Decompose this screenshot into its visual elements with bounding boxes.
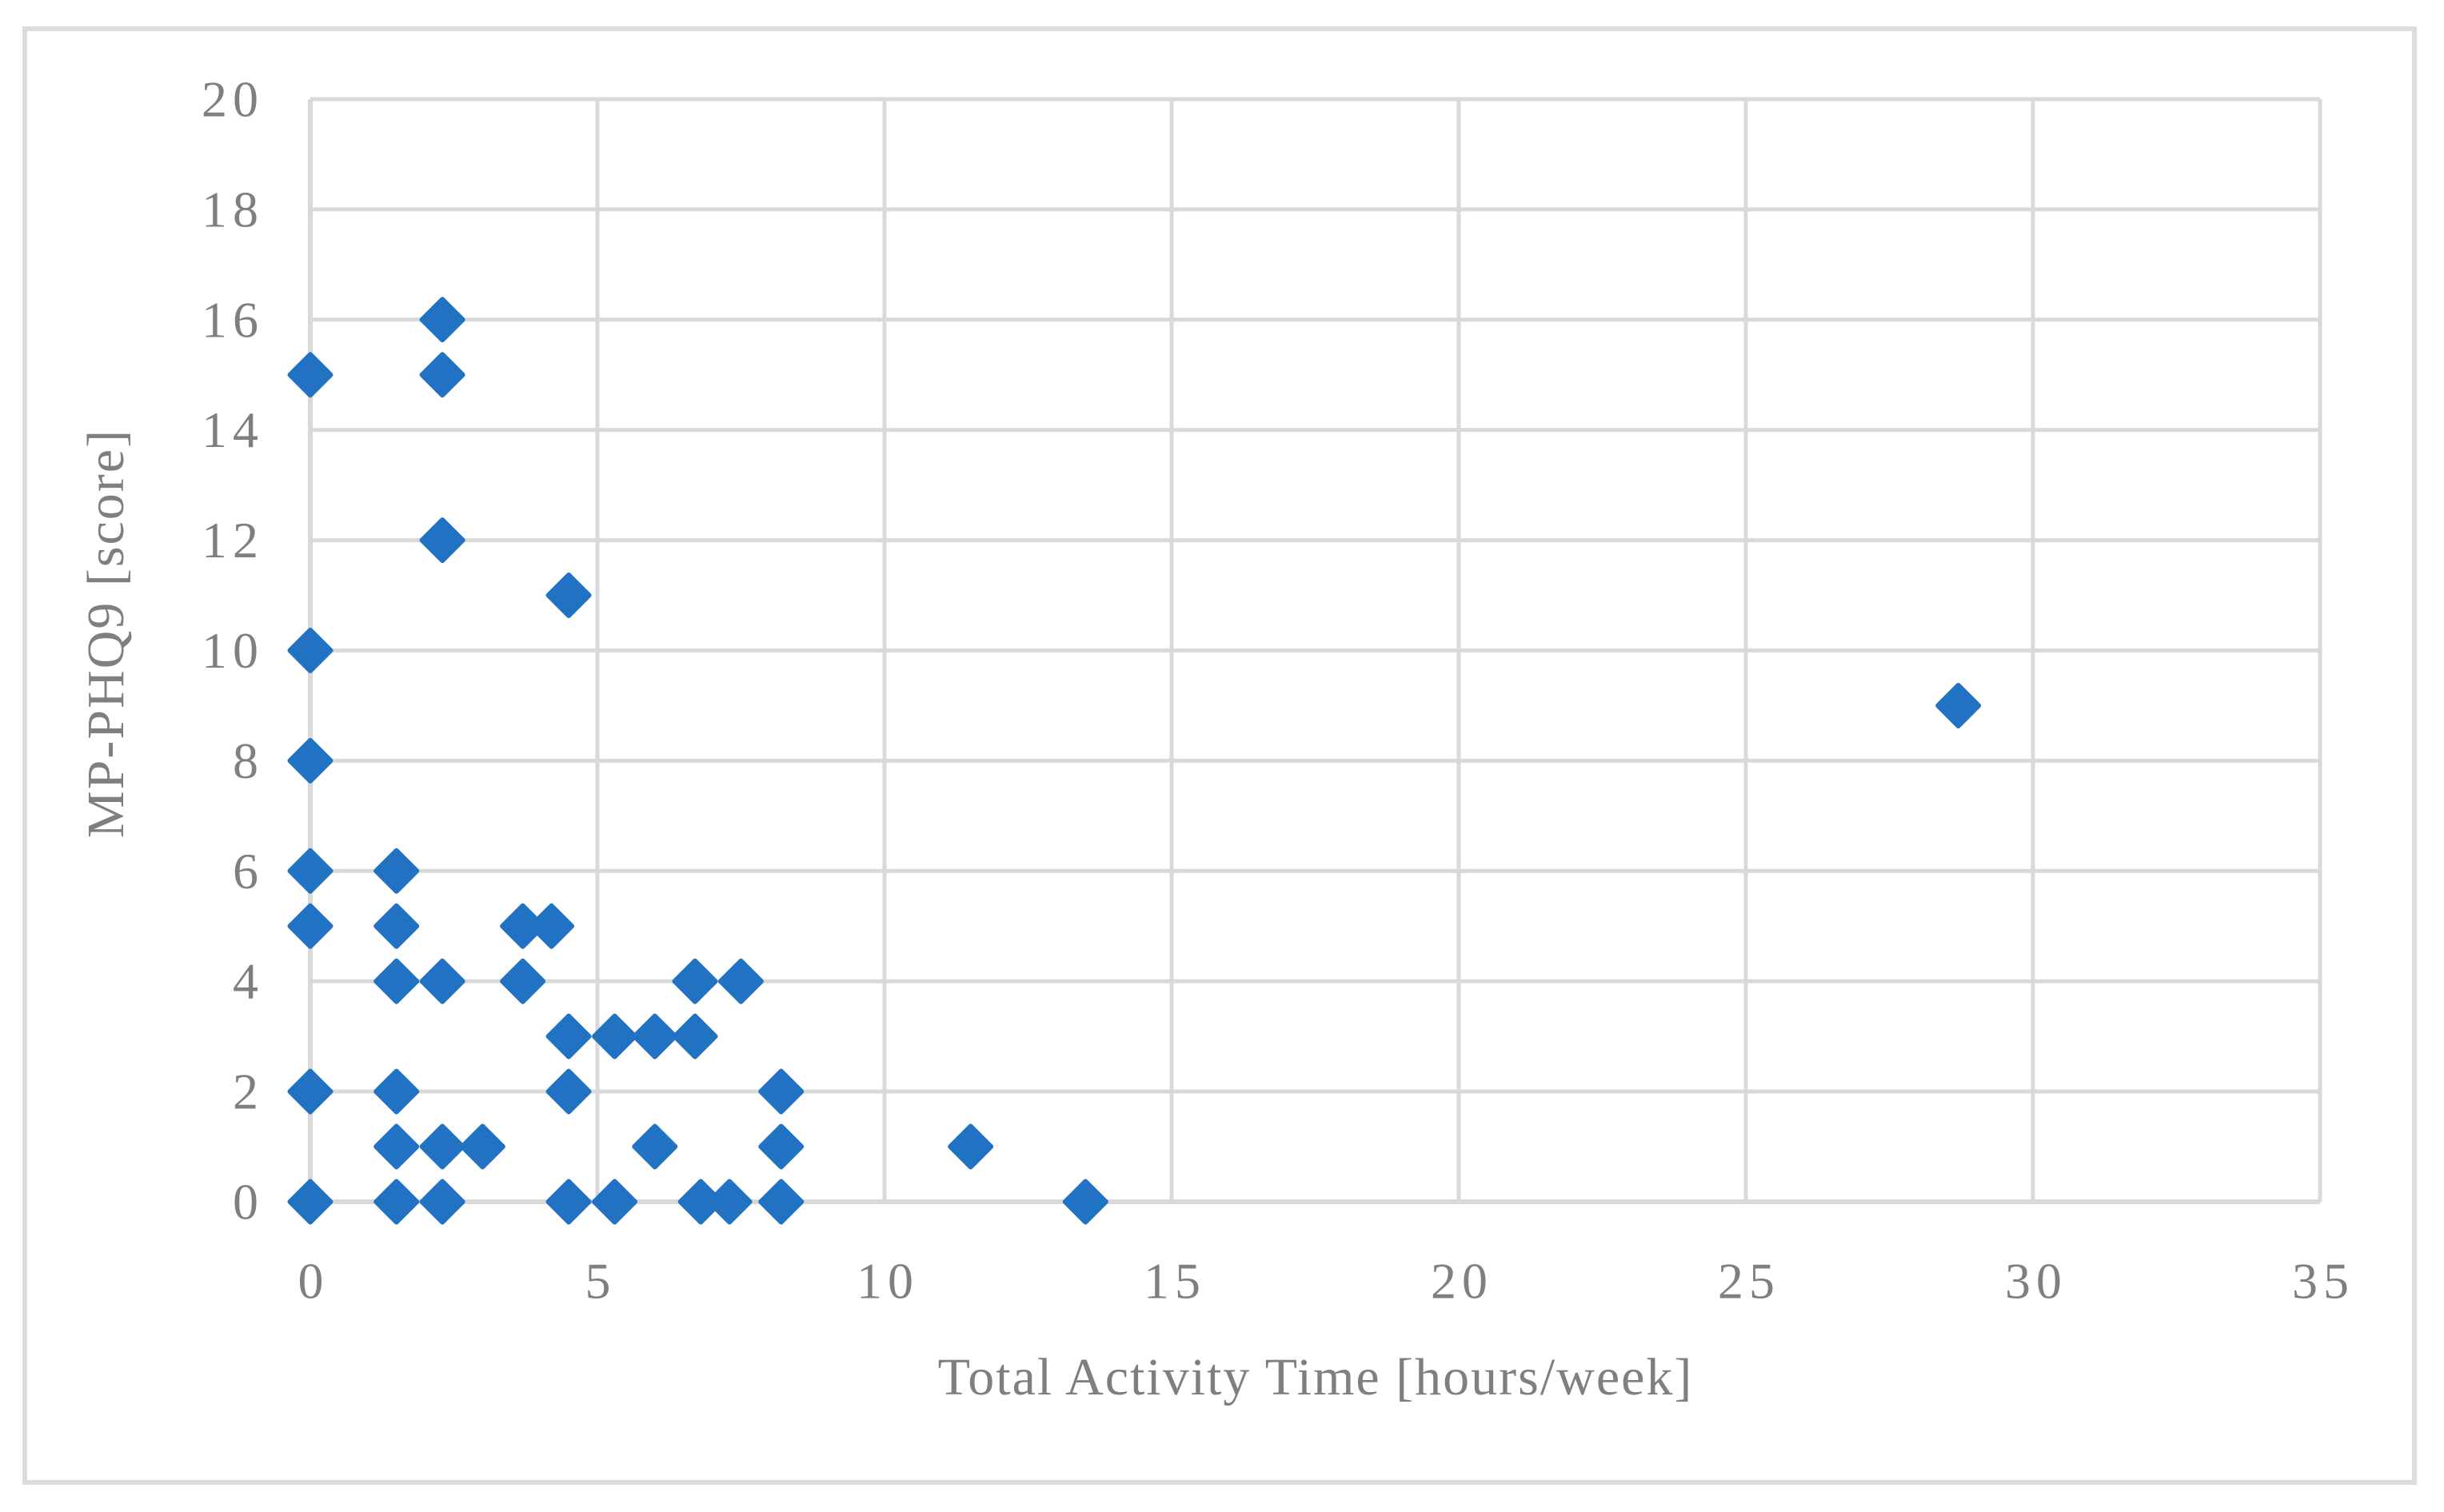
- y-axis-title: MP-PHQ9 [score]: [77, 428, 135, 839]
- x-tick-label: 30: [2005, 1253, 2067, 1310]
- data-point: [632, 1013, 678, 1059]
- data-point: [373, 1068, 420, 1115]
- data-point: [419, 352, 465, 398]
- y-tick-label: 4: [233, 953, 264, 1010]
- data-point: [706, 1179, 753, 1225]
- x-tick-label: 20: [1431, 1253, 1493, 1310]
- data-point: [545, 572, 592, 619]
- data-point: [459, 1123, 505, 1170]
- data-point: [500, 958, 546, 1004]
- x-axis-title: Total Activity Time [hours/week]: [937, 1348, 1694, 1406]
- data-point: [373, 848, 420, 894]
- data-point: [419, 958, 465, 1004]
- data-point: [632, 1123, 678, 1170]
- data-point: [545, 1013, 592, 1059]
- data-point: [419, 297, 465, 343]
- x-tick-label: 15: [1144, 1253, 1206, 1310]
- x-tick-label: 0: [298, 1253, 329, 1310]
- data-point: [758, 1068, 805, 1115]
- data-point: [1062, 1179, 1108, 1225]
- data-point: [545, 1068, 592, 1115]
- figure-border: [22, 26, 2417, 1485]
- data-point: [287, 848, 333, 894]
- data-point: [373, 903, 420, 949]
- y-tick-label: 16: [202, 291, 264, 348]
- data-point: [287, 903, 333, 949]
- data-point: [758, 1123, 805, 1170]
- x-tick-label: 5: [585, 1253, 617, 1310]
- y-tick-label: 8: [233, 732, 264, 789]
- y-tick-label: 0: [233, 1174, 264, 1231]
- data-point: [529, 903, 575, 949]
- data-point: [419, 517, 465, 564]
- y-tick-label: 6: [233, 843, 264, 900]
- data-point: [758, 1179, 805, 1225]
- data-point: [419, 1179, 465, 1225]
- data-point: [718, 958, 764, 1004]
- data-point: [672, 1013, 718, 1059]
- data-point: [373, 1123, 420, 1170]
- x-tick-label: 25: [1718, 1253, 1780, 1310]
- y-tick-label: 10: [202, 622, 264, 679]
- data-point: [948, 1123, 994, 1170]
- data-point: [1935, 682, 1982, 728]
- data-point: [287, 737, 333, 784]
- y-tick-label: 12: [202, 512, 264, 568]
- data-point: [287, 628, 333, 673]
- data-point: [592, 1179, 638, 1225]
- data-point: [672, 958, 718, 1004]
- data-point: [545, 1179, 592, 1225]
- x-tick-label: 10: [857, 1253, 919, 1310]
- y-tick-label: 2: [233, 1063, 264, 1120]
- y-tick-label: 14: [202, 401, 264, 458]
- x-tick-label: 35: [2292, 1253, 2354, 1310]
- data-point: [287, 1179, 333, 1225]
- data-point: [373, 1179, 420, 1225]
- data-point: [287, 1068, 333, 1115]
- y-tick-label: 20: [202, 71, 264, 128]
- data-point: [419, 1123, 465, 1170]
- data-point: [373, 958, 420, 1004]
- data-point: [287, 352, 333, 398]
- data-point: [592, 1013, 638, 1059]
- y-tick-label: 18: [202, 181, 264, 237]
